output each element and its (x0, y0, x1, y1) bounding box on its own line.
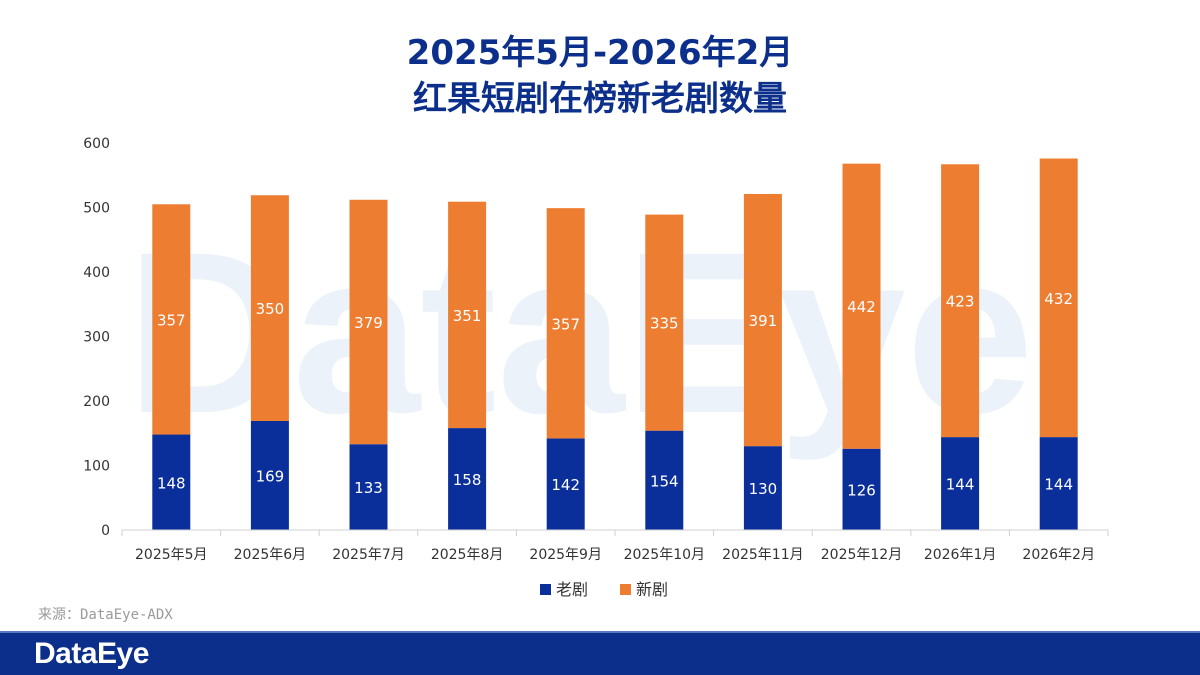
bar-old (546, 438, 585, 530)
data-label-old: 126 (847, 481, 876, 499)
x-tick-label: 2025年5月 (135, 547, 208, 563)
source-note: 来源：DataEye-ADX (38, 607, 173, 623)
bar-old (941, 437, 980, 530)
x-tick-label: 2025年11月 (722, 547, 803, 563)
data-label-new: 379 (354, 314, 383, 332)
bar-new (743, 193, 782, 447)
bar-old (448, 428, 487, 530)
x-tick-label: 2025年10月 (624, 547, 705, 563)
y-tick-label: 200 (83, 394, 110, 410)
chart-title-line1: 2025年5月-2026年2月 (406, 33, 794, 73)
chart-title-line2: 红果短剧在榜新老剧数量 (413, 79, 787, 119)
data-label-new: 423 (946, 293, 975, 311)
x-tick-label: 2026年1月 (924, 547, 997, 563)
bar-old (250, 420, 289, 530)
bars: 148 357 169 350 133 379 158 351 142 357 154 335 130 3… (152, 158, 1078, 530)
data-label-new: 442 (847, 298, 876, 316)
data-label-new: 357 (551, 315, 580, 333)
bar-old (842, 448, 881, 530)
y-tick-label: 0 (101, 523, 110, 539)
y-tick-label: 500 (83, 201, 110, 217)
data-label-new: 350 (256, 300, 285, 318)
bar-new (546, 208, 585, 439)
legend: 老剧 新剧 (540, 580, 668, 599)
data-label-old: 144 (946, 476, 975, 494)
data-label-old: 169 (256, 467, 285, 485)
x-tick-label: 2026年2月 (1022, 547, 1095, 563)
x-tick-label: 2025年8月 (431, 547, 504, 563)
data-label-old: 130 (749, 480, 778, 498)
bar-old (645, 430, 684, 530)
data-label-old: 148 (157, 474, 186, 492)
data-label-new: 391 (749, 312, 778, 330)
x-axis: 2025年5月 2025年6月 2025年7月 2025年8月 2025年9月 2025年… (121, 529, 1109, 563)
data-label-new: 351 (453, 307, 482, 325)
bar-new (941, 164, 980, 438)
x-tick-label: 2025年7月 (332, 547, 405, 563)
y-tick-label: 100 (83, 459, 110, 475)
brand-logo: DataEye (34, 637, 149, 670)
bar-old (1039, 437, 1078, 530)
bar-new (152, 204, 191, 435)
bar-old (152, 434, 191, 530)
legend-swatch-old (540, 584, 551, 595)
bar-new (645, 214, 684, 431)
legend-label-new: 新剧 (636, 580, 668, 599)
data-label-old: 142 (551, 476, 580, 494)
data-label-old: 154 (650, 472, 679, 490)
data-label-old: 144 (1044, 476, 1073, 494)
legend-swatch-new (620, 584, 631, 595)
bar-new (349, 199, 388, 445)
data-label-new: 357 (157, 311, 186, 329)
y-axis: 0 100 200 300 400 500 600 (83, 136, 110, 539)
y-tick-label: 300 (83, 330, 110, 346)
x-tick-label: 2025年6月 (234, 547, 307, 563)
bar-old (349, 444, 388, 530)
y-tick-label: 600 (83, 136, 110, 152)
bar-new (842, 163, 881, 449)
data-label-new: 335 (650, 315, 679, 333)
legend-label-old: 老剧 (556, 580, 588, 599)
x-tick-label: 2025年9月 (529, 547, 602, 563)
bar-new (448, 201, 487, 429)
y-tick-label: 400 (83, 265, 110, 281)
data-label-old: 158 (453, 471, 482, 489)
bar-old (743, 446, 782, 530)
bar-new (250, 195, 289, 421)
footer-bar: DataEye (0, 631, 1200, 675)
bar-new (1039, 158, 1078, 438)
x-tick-label: 2025年12月 (821, 547, 902, 563)
chart-title: 2025年5月-2026年2月 红果短剧在榜新老剧数量 (0, 30, 1200, 122)
data-label-old: 133 (354, 479, 383, 497)
data-label-new: 432 (1044, 290, 1073, 308)
